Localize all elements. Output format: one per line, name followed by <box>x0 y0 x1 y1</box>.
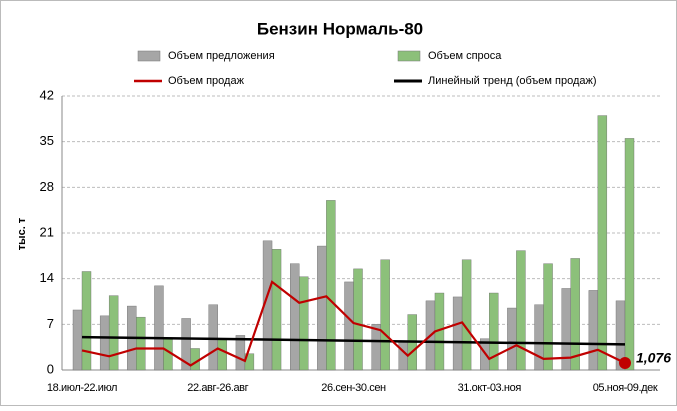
x-tick-label: 31.окт-03.ноя <box>458 382 522 394</box>
bar <box>81 271 92 371</box>
bar <box>99 315 110 371</box>
bar <box>534 304 544 371</box>
legend-swatch <box>137 50 161 62</box>
bar <box>588 290 599 371</box>
bar <box>181 318 191 371</box>
legend-label: Объем спроса <box>428 50 502 62</box>
bar <box>271 249 282 371</box>
bar <box>190 348 200 371</box>
x-tick-label: 05.ноя-09.дек <box>593 382 658 394</box>
data-label: 1,076 <box>636 350 671 366</box>
y-tick-label: 14 <box>40 270 54 285</box>
bar <box>299 276 309 371</box>
legend-label: Объем предложения <box>168 50 275 62</box>
sales-line <box>81 280 626 367</box>
y-axis-label: тыс. т <box>16 217 28 250</box>
bar <box>317 245 327 371</box>
trend-line <box>81 335 626 346</box>
y-tick-label: 35 <box>40 133 54 148</box>
bar <box>235 335 246 371</box>
bar <box>461 259 472 371</box>
bar <box>489 292 499 371</box>
end-dot <box>619 356 631 369</box>
bar <box>344 281 354 371</box>
y-tick-label: 7 <box>47 316 54 331</box>
x-tick-label: 18.июл-22.июл <box>47 382 117 394</box>
bar <box>217 338 227 371</box>
y-tick-label: 0 <box>47 361 54 376</box>
bar <box>624 138 635 371</box>
bar <box>516 250 526 371</box>
x-tick-label: 26.сен-30.сен <box>321 382 386 394</box>
bar <box>108 295 119 371</box>
bar <box>290 263 300 371</box>
bar <box>543 263 553 371</box>
y-tick-label: 28 <box>40 179 54 194</box>
bar <box>326 200 336 371</box>
bar <box>597 115 608 371</box>
bar <box>380 259 390 371</box>
chart-title: Бензин Нормаль-80 <box>257 19 423 38</box>
legend-label: Объем продаж <box>168 75 245 87</box>
bar <box>371 324 381 371</box>
y-tick-label: 21 <box>40 224 54 239</box>
bar <box>507 307 517 371</box>
legend-label: Линейный тренд (объем продаж) <box>428 75 597 87</box>
bar <box>72 309 83 371</box>
bar <box>353 268 363 371</box>
bar <box>208 304 218 371</box>
bar <box>452 296 463 371</box>
x-tick-label: 22.авг-26.авг <box>187 382 248 394</box>
bar <box>154 285 164 371</box>
bar <box>570 258 580 371</box>
y-tick-label: 42 <box>40 87 54 102</box>
bar <box>136 316 146 371</box>
legend-swatch <box>397 50 421 62</box>
